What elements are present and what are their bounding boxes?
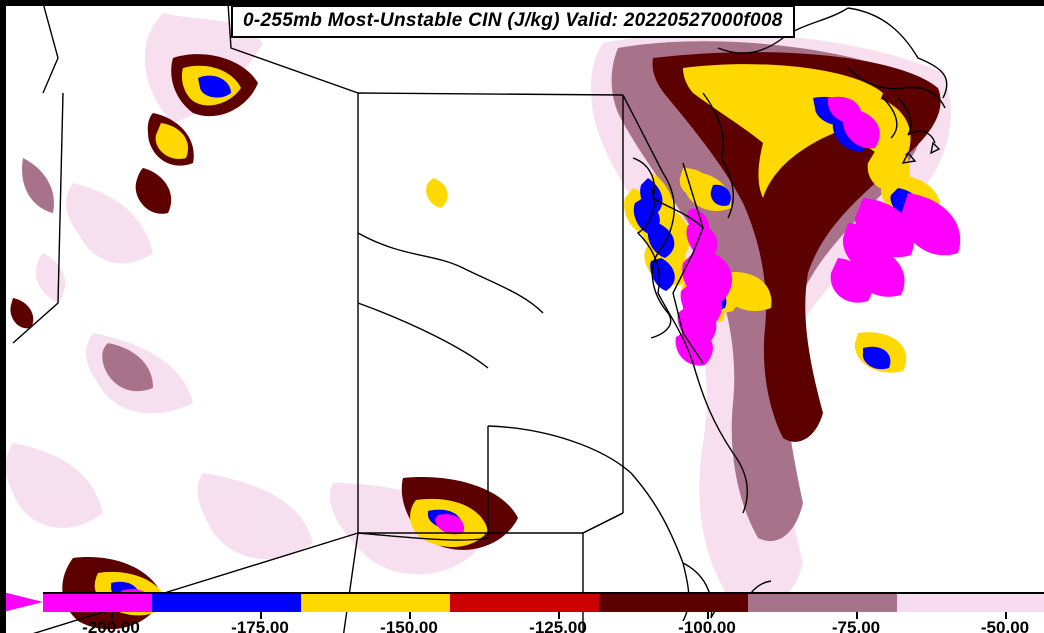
map-area: 0-255mb Most-Unstable CIN (J/kg) Valid: … <box>3 3 1044 633</box>
cin-contour-layer-darkred <box>10 52 940 633</box>
legend-label-2: -175.00 <box>231 618 289 633</box>
legend-segment-4 <box>450 592 599 612</box>
legend-ticks-row: -200.00 -175.00 -150.00 -125.00 -100.00 … <box>3 612 1044 630</box>
legend-segment-6 <box>748 592 897 612</box>
map-root: 0-255mb Most-Unstable CIN (J/kg) Valid: … <box>0 0 1044 633</box>
state-boundaries <box>3 3 1044 633</box>
legend-label-1: -200.00 <box>82 618 140 633</box>
legend-segment-2 <box>152 592 301 612</box>
legend-segment-5 <box>599 592 748 612</box>
cin-contour-layer-blue <box>111 76 921 603</box>
legend-label-4: -125.00 <box>529 618 587 633</box>
legend-label-3: -150.00 <box>380 618 438 633</box>
legend-segment-1 <box>43 592 152 612</box>
legend-segment-below-min <box>3 592 43 612</box>
cin-contour-layer-yellow <box>95 64 940 615</box>
legend-label-5: -100.00 <box>678 618 736 633</box>
legend-segment-7 <box>897 592 1044 612</box>
cin-contour-layer-magenta <box>121 97 960 607</box>
color-legend: -200.00 -175.00 -150.00 -125.00 -100.00 … <box>3 592 1044 630</box>
map-background <box>3 3 1044 633</box>
legend-color-bar <box>3 592 1044 612</box>
legend-segment-3 <box>301 592 450 612</box>
cin-contour-layer-mauve <box>22 41 926 541</box>
cin-contour-layer-pink <box>6 13 951 609</box>
title-textbox: 0-255mb Most-Unstable CIN (J/kg) Valid: … <box>231 5 795 38</box>
legend-label-6: -75.00 <box>832 618 880 633</box>
legend-label-7: -50.00 <box>981 618 1029 633</box>
